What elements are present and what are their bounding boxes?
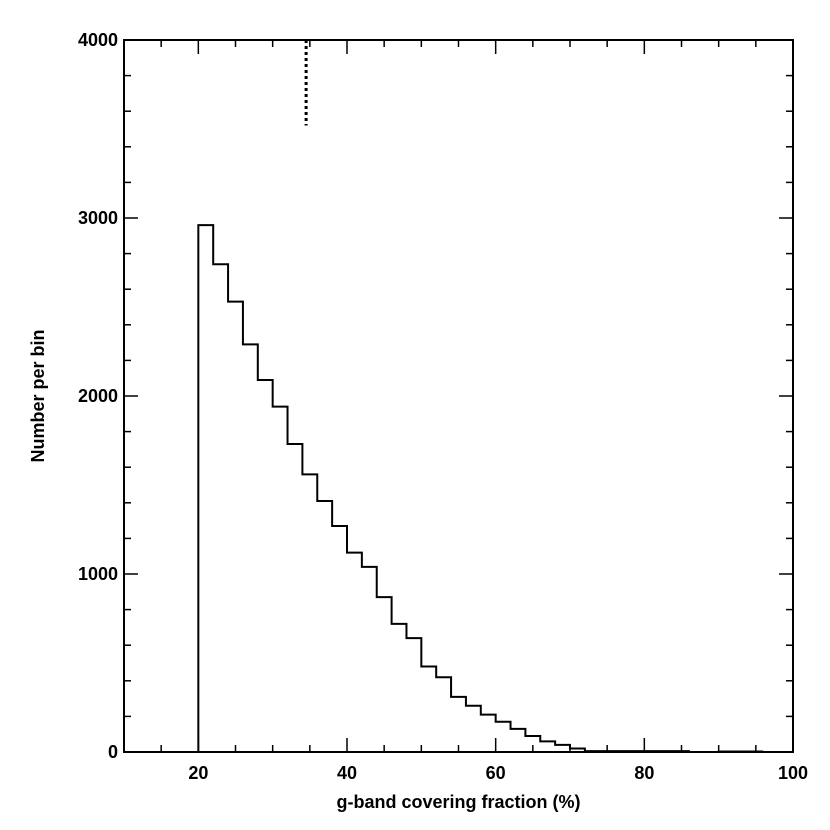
- plot-frame: [123, 39, 794, 753]
- y-tick-label: 3000: [78, 208, 118, 228]
- x-tick-label: 80: [634, 763, 654, 783]
- histogram-step-line: [197, 224, 764, 753]
- axis-ticks: [123, 39, 794, 753]
- x-tick-label: 40: [337, 763, 357, 783]
- plot-area: [123, 39, 794, 753]
- y-tick-label: 4000: [78, 30, 118, 50]
- x-tick-label: 20: [188, 763, 208, 783]
- y-tick-label: 0: [108, 742, 118, 762]
- y-tick-label: 2000: [78, 386, 118, 406]
- x-tick-label: 60: [486, 763, 506, 783]
- x-axis-label: g-band covering fraction (%): [336, 792, 580, 812]
- y-axis-label: Number per bin: [28, 329, 48, 462]
- y-tick-label: 1000: [78, 564, 118, 584]
- x-tick-label: 100: [778, 763, 808, 783]
